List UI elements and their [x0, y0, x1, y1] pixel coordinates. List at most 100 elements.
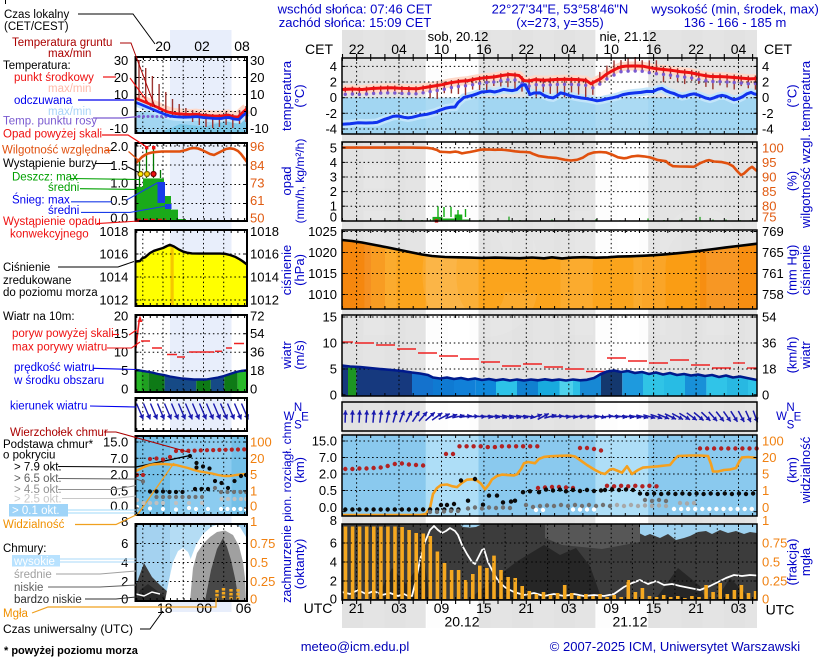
- svg-text:04: 04: [391, 41, 407, 57]
- svg-text:-4: -4: [325, 122, 337, 137]
- svg-text:18: 18: [762, 362, 776, 377]
- svg-text:2: 2: [330, 574, 337, 589]
- svg-text:> 7.9 okt.: > 7.9 okt.: [14, 462, 62, 474]
- svg-text:22: 22: [519, 41, 535, 57]
- svg-text:18: 18: [157, 600, 173, 616]
- svg-text:średnie: średnie: [14, 569, 52, 581]
- svg-text:0: 0: [121, 382, 128, 397]
- svg-text:20: 20: [762, 450, 776, 465]
- svg-text:(mm/h, kg/m²/h): (mm/h, kg/m²/h): [293, 139, 307, 224]
- svg-text:100: 100: [762, 140, 784, 155]
- svg-text:zachmurzenie: zachmurzenie: [280, 525, 294, 603]
- svg-text:max porywy wiatru: max porywy wiatru: [12, 342, 107, 354]
- svg-text:> 2.5 okt.: > 2.5 okt.: [14, 494, 62, 506]
- svg-text:21: 21: [688, 600, 704, 616]
- svg-text:16: 16: [646, 41, 662, 57]
- svg-text:100: 100: [762, 434, 784, 449]
- svg-text:temperatura: temperatura: [279, 60, 294, 131]
- svg-text:0: 0: [121, 104, 128, 119]
- svg-text:o pokryciu: o pokryciu: [3, 450, 55, 462]
- svg-text:Czas uniwersalny (UTC): Czas uniwersalny (UTC): [3, 622, 133, 636]
- svg-text:-2: -2: [762, 106, 774, 121]
- svg-text:80: 80: [762, 199, 776, 214]
- svg-text:nie, 21.12: nie, 21.12: [599, 29, 656, 44]
- svg-text:10: 10: [323, 336, 337, 351]
- svg-text:wysokość (min, środek, max): wysokość (min, środek, max): [650, 2, 819, 17]
- svg-text:CET: CET: [305, 41, 333, 57]
- svg-text:765: 765: [762, 245, 784, 260]
- svg-text:5: 5: [250, 467, 257, 482]
- svg-text:Podstawa chmur*: Podstawa chmur*: [3, 439, 94, 451]
- svg-text:10: 10: [114, 345, 128, 360]
- svg-text:30: 30: [114, 53, 128, 68]
- svg-text:72: 72: [250, 309, 264, 324]
- svg-text:136 - 166 - 185 m: 136 - 166 - 185 m: [684, 15, 787, 30]
- svg-text:E: E: [794, 412, 802, 424]
- svg-text:© 2007-2025 ICM, Uniwersytet W: © 2007-2025 ICM, Uniwersytet Warszawski: [550, 639, 801, 654]
- svg-text:00: 00: [196, 600, 212, 616]
- svg-text:Wilgotność względna: Wilgotność względna: [2, 145, 111, 157]
- svg-text:15.0: 15.0: [103, 435, 128, 450]
- svg-text:0: 0: [330, 387, 337, 402]
- svg-text:36: 36: [762, 336, 776, 351]
- svg-text:pion. rozciągł. chm.: pion. rozciągł. chm.: [280, 418, 294, 521]
- svg-text:1012: 1012: [250, 293, 279, 308]
- svg-text:0: 0: [762, 500, 769, 515]
- svg-text:(oktanty): (oktanty): [292, 539, 307, 590]
- svg-text:1015: 1015: [308, 266, 337, 281]
- svg-text:Deszcz: max: Deszcz: max: [12, 172, 78, 184]
- svg-text:0.75: 0.75: [762, 536, 787, 551]
- svg-text:10: 10: [114, 87, 128, 102]
- svg-text:15: 15: [476, 600, 492, 616]
- svg-text:1010: 1010: [308, 287, 337, 302]
- svg-text:max/min: max/min: [48, 48, 91, 60]
- svg-text:0.5: 0.5: [762, 555, 780, 570]
- svg-text:max/min: max/min: [48, 83, 91, 95]
- svg-text:> 0.1 okt.: > 0.1 okt.: [12, 505, 60, 517]
- svg-text:* powyżej poziomu morza: * powyżej poziomu morza: [4, 645, 139, 657]
- svg-text:100: 100: [250, 435, 272, 450]
- svg-text:1014: 1014: [99, 270, 128, 285]
- svg-text:0.0: 0.0: [110, 499, 128, 514]
- svg-text:0.5: 0.5: [319, 483, 337, 498]
- svg-text:20: 20: [250, 451, 264, 466]
- svg-text:widzialność: widzialność: [798, 436, 813, 504]
- svg-text:20.12: 20.12: [444, 614, 479, 630]
- svg-text:5: 5: [330, 362, 337, 377]
- svg-text:(km): (km): [785, 457, 800, 483]
- svg-text:wiatr: wiatr: [279, 341, 294, 370]
- svg-text:758: 758: [762, 287, 784, 302]
- svg-text:(m/s): (m/s): [292, 340, 307, 370]
- svg-text:4: 4: [762, 59, 769, 74]
- svg-text:w środku obszaru: w środku obszaru: [13, 375, 104, 387]
- svg-text:zredukowane: zredukowane: [3, 275, 71, 287]
- svg-text:0: 0: [330, 210, 337, 225]
- svg-text:icm: icm: [348, 122, 753, 385]
- svg-text:Wystąpienie opadu: Wystąpienie opadu: [3, 216, 101, 228]
- svg-text:0: 0: [330, 90, 337, 105]
- svg-text:7.0: 7.0: [110, 451, 128, 466]
- svg-text:0.25: 0.25: [762, 574, 787, 589]
- svg-text:(frakcja): (frakcja): [785, 539, 800, 586]
- svg-text:2: 2: [121, 574, 128, 589]
- svg-text:5: 5: [762, 467, 769, 482]
- svg-text:0: 0: [762, 90, 769, 105]
- svg-text:temperatura: temperatura: [798, 60, 813, 131]
- svg-text:7.0: 7.0: [319, 450, 337, 465]
- svg-text:0: 0: [762, 387, 769, 402]
- svg-text:10: 10: [603, 41, 619, 57]
- svg-text:8: 8: [121, 514, 128, 529]
- svg-text:761: 761: [762, 266, 784, 281]
- svg-text:1018: 1018: [99, 224, 128, 239]
- svg-text:2.0: 2.0: [110, 139, 128, 154]
- svg-text:21: 21: [349, 600, 365, 616]
- svg-text:73: 73: [250, 176, 264, 191]
- svg-text:CET: CET: [764, 41, 792, 57]
- svg-text:3: 3: [330, 170, 337, 185]
- svg-text:15.0: 15.0: [312, 434, 337, 449]
- svg-text:16: 16: [476, 41, 492, 57]
- svg-text:Czas lokalny: Czas lokalny: [4, 9, 69, 21]
- svg-text:2.0: 2.0: [319, 467, 337, 482]
- svg-text:22°27'34"E, 53°58'46"N: 22°27'34"E, 53°58'46"N: [492, 2, 629, 17]
- svg-text:75: 75: [762, 210, 776, 225]
